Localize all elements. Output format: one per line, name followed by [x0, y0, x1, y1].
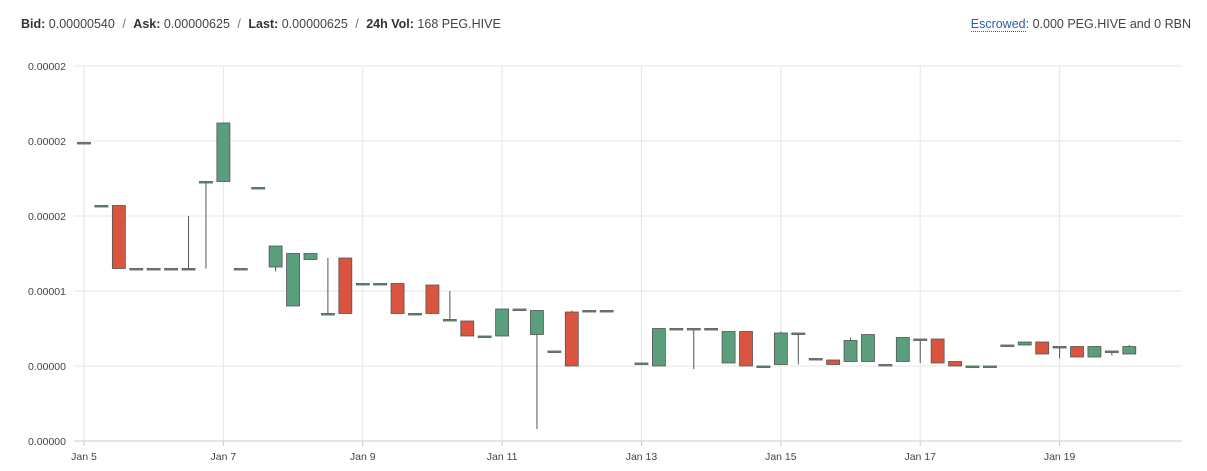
- candle-body: [861, 334, 875, 362]
- ask-value: 0.00000625: [163, 17, 230, 31]
- candle-body: [477, 335, 492, 338]
- candle-body: [965, 365, 980, 368]
- candle-body: [233, 268, 248, 271]
- ask-label: Ask:: [133, 17, 161, 31]
- candle-body: [1104, 350, 1119, 353]
- candle-body: [251, 187, 266, 190]
- candle-body: [983, 365, 997, 368]
- candle-body: [948, 361, 962, 367]
- candle-body: [530, 310, 544, 335]
- candle-body: [512, 308, 527, 311]
- x-tick-label: Jan 7: [211, 451, 237, 463]
- y-tick-label: 0.00001: [28, 286, 66, 298]
- bid-value: 0.00000540: [48, 17, 115, 31]
- candle-body: [686, 328, 701, 331]
- candle-body: [390, 283, 405, 314]
- candle-body: [704, 328, 719, 331]
- candle-body: [808, 358, 823, 361]
- last-label: Last:: [248, 17, 279, 31]
- candle-body: [791, 332, 806, 335]
- candle-body: [721, 331, 736, 364]
- candle-body: [286, 253, 300, 307]
- candle-body: [599, 310, 614, 313]
- candle-body: [94, 205, 109, 208]
- x-tick-label: Jan 9: [350, 451, 376, 463]
- candle-body: [303, 253, 318, 260]
- separator: /: [237, 17, 241, 31]
- escrowed-value: : 0.000 PEG.HIVE and 0 RBN: [1025, 17, 1191, 31]
- candle-body: [1017, 341, 1032, 346]
- candle-body: [1052, 346, 1067, 349]
- candle-body: [582, 310, 597, 313]
- candle-body: [199, 181, 213, 184]
- separator: /: [355, 17, 359, 31]
- x-tick-label: Jan 13: [626, 451, 658, 463]
- candle-body: [1122, 346, 1137, 355]
- candle-body: [425, 284, 440, 314]
- y-tick-label: 0.00002: [28, 136, 66, 148]
- grid-layer: [74, 65, 1182, 442]
- candle-body: [77, 142, 91, 145]
- y-tick-label: 0.00000: [28, 436, 66, 448]
- market-summary-bar: Bid: 0.00000540 / Ask: 0.00000625 / Last…: [21, 17, 1191, 37]
- candle-body: [442, 319, 457, 322]
- candle-body: [268, 245, 283, 268]
- separator: /: [122, 17, 126, 31]
- candle-body: [913, 338, 928, 341]
- candle-body: [111, 205, 126, 269]
- candle-body: [338, 257, 353, 314]
- candle-body: [773, 332, 788, 365]
- candle-body: [373, 283, 388, 286]
- candle-body: [843, 340, 858, 362]
- x-tick-label: Jan 17: [904, 451, 936, 463]
- x-tick-label: Jan 15: [765, 451, 797, 463]
- escrow-info: Escrowed: 0.000 PEG.HIVE and 0 RBN: [970, 17, 1191, 32]
- volume-value: 168 PEG.HIVE: [417, 17, 501, 31]
- price-candlestick-chart: 0.00000 0.00000 0.00001 0.00002 0.00002 0.000…: [28, 61, 1182, 463]
- candle-body: [216, 122, 231, 182]
- candle-body: [669, 328, 684, 331]
- candle-body: [146, 268, 161, 271]
- x-tick-label: Jan 5: [71, 451, 97, 463]
- escrowed-link[interactable]: Escrowed: [970, 17, 1026, 32]
- candle-body: [878, 364, 893, 367]
- last-value: 0.00000625: [281, 17, 348, 31]
- candle-body: [826, 359, 841, 365]
- candle-body: [930, 338, 945, 364]
- candle-body: [164, 268, 179, 271]
- candle-body: [564, 311, 579, 367]
- y-tick-label: 0.00002: [28, 61, 66, 73]
- candle-body: [129, 268, 144, 271]
- candles-layer: [77, 122, 1137, 429]
- volume-label: 24h Vol:: [366, 17, 414, 31]
- candle-body: [1070, 346, 1084, 358]
- x-tick-label: Jan 11: [487, 451, 518, 463]
- candle-body: [1000, 344, 1015, 347]
- candle-body: [756, 365, 771, 368]
- candle-body: [634, 362, 649, 365]
- market-stats: Bid: 0.00000540 / Ask: 0.00000625 / Last…: [21, 17, 501, 31]
- candle-body: [408, 313, 422, 316]
- candle-body: [495, 308, 510, 337]
- candle-body: [1035, 341, 1050, 355]
- candle-body: [1087, 346, 1102, 358]
- bid-label: Bid:: [21, 17, 46, 31]
- x-tick-label: Jan 19: [1044, 451, 1076, 463]
- candle-body: [181, 268, 196, 271]
- candle-body: [547, 350, 562, 353]
- y-tick-label: 0.00002: [28, 211, 66, 223]
- candle-body: [739, 331, 753, 367]
- candle-body: [355, 283, 370, 286]
- candle-body: [652, 328, 666, 367]
- candle-body: [460, 320, 475, 337]
- candle-body: [320, 313, 335, 316]
- y-tick-label: 0.00000: [28, 361, 66, 373]
- candle-body: [895, 337, 910, 362]
